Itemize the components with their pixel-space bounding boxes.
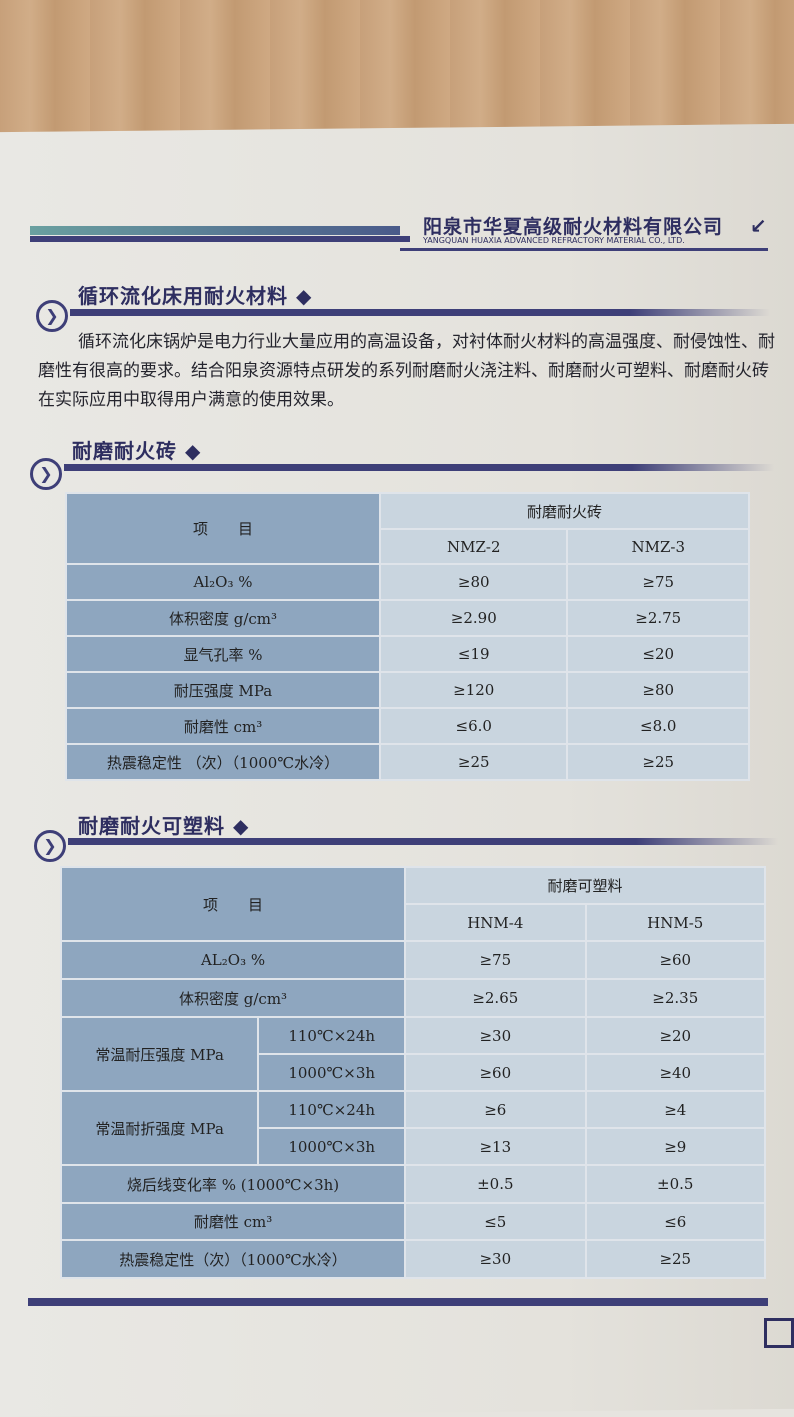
table-cell: ≤8.0 <box>566 707 750 745</box>
chevron-right-icon: ❯ <box>30 458 62 490</box>
table-row: 1000℃×3h ≥60 ≥40 <box>61 1053 767 1092</box>
company-name-en: YANGQUAN HUAXIA ADVANCED REFRACTORY MATE… <box>423 236 685 245</box>
group-header: 耐磨耐火砖 <box>379 492 750 530</box>
column-header: NMZ-2 <box>379 528 569 565</box>
section-title: 循环流化床用耐火材料 ◆ <box>78 284 313 308</box>
table-cell: ≥30 <box>404 1016 587 1055</box>
table-cell: ≥2.75 <box>566 599 750 637</box>
table-row: 常温耐折强度 MPa 110℃×24h ≥6 ≥4 <box>59 1090 767 1166</box>
table-cell: ≥2.90 <box>379 599 569 637</box>
table-cell: AL₂O₃ % <box>59 940 407 980</box>
table-row: 显气孔率 % ≤19 ≤20 <box>64 635 750 673</box>
table-cell: 体积密度 g/cm³ <box>64 599 382 637</box>
table-cell: ≥75 <box>404 940 587 980</box>
column-header: HNM-4 <box>404 903 587 942</box>
table-cell: ≥120 <box>379 671 569 709</box>
table-row: Al₂O₃ % ≥80 ≥75 <box>64 563 750 601</box>
table-row: 热震稳定性（次）（1000℃水冷） ≥30 ≥25 <box>59 1239 767 1279</box>
section-line <box>70 309 770 316</box>
table-cell: ≥13 <box>404 1127 587 1166</box>
wood-background <box>0 0 794 135</box>
item-header: 项 目 <box>59 866 407 942</box>
section-title: 耐磨耐火砖 ◆ <box>72 439 202 463</box>
table-cell: ≤6.0 <box>379 707 569 745</box>
corner-arrow-icon: ↙ <box>750 214 767 238</box>
table-cell: ≤6 <box>584 1202 767 1241</box>
table-cell: 体积密度 g/cm³ <box>59 978 407 1018</box>
company-name: 阳泉市华夏高级耐火材料有限公司 <box>423 216 724 238</box>
group-header: 耐磨可塑料 <box>404 866 766 905</box>
table-row: 热震稳定性 （次）（1000℃水冷） ≥25 ≥25 <box>64 743 750 781</box>
table-cell: ≥30 <box>404 1239 587 1279</box>
table-row: 耐磨性 cm³ ≤5 ≤6 <box>59 1202 767 1241</box>
section-line <box>68 838 778 845</box>
item-header: 项 目 <box>64 492 382 565</box>
chevron-right-icon: ❯ <box>36 300 68 332</box>
header-stripe <box>30 226 400 235</box>
footer-line <box>28 1298 768 1306</box>
table-row: 耐磨性 cm³ ≤6.0 ≤8.0 <box>64 707 750 745</box>
header-line <box>400 248 768 251</box>
table-row: 常温耐压强度 MPa 110℃×24h ≥30 ≥20 <box>59 1016 767 1092</box>
table-cell: ≥40 <box>584 1053 767 1092</box>
table-cell: 显气孔率 % <box>64 635 382 673</box>
table-cell: 常温耐压强度 MPa <box>59 1016 260 1092</box>
table-row: 烧后线变化率 % (1000℃×3h) ±0.5 ±0.5 <box>59 1164 767 1204</box>
table-row: 耐压强度 MPa ≥120 ≥80 <box>64 671 750 709</box>
table-cell: 烧后线变化率 % (1000℃×3h) <box>59 1164 407 1204</box>
table-cell: 110℃×24h <box>257 1090 407 1129</box>
table-cell: ≤5 <box>404 1202 587 1241</box>
plastic-table: 项 目耐磨可塑料 HNM-4 HNM-5 AL₂O₃ % ≥75 ≥60 体积密度 g… <box>59 866 767 1279</box>
table-cell: 耐压强度 MPa <box>64 671 382 709</box>
column-header: NMZ-3 <box>566 528 750 565</box>
table-cell: ≥25 <box>584 1239 767 1279</box>
table-cell: 1000℃×3h <box>257 1127 407 1166</box>
table-cell: ≥80 <box>379 563 569 601</box>
section-line <box>64 464 774 471</box>
table-cell: ≥9 <box>584 1127 767 1166</box>
table-cell: Al₂O₃ % <box>64 563 382 601</box>
table-cell: ≥60 <box>404 1053 587 1092</box>
table-cell: 110℃×24h <box>257 1016 407 1055</box>
table-cell: ≥2.35 <box>584 978 767 1018</box>
table-cell: ≥75 <box>566 563 750 601</box>
header-stripe <box>30 236 410 242</box>
table-cell: ≥6 <box>404 1090 587 1129</box>
table-cell: ≤19 <box>379 635 569 673</box>
table-cell: ±0.5 <box>584 1164 767 1204</box>
table-cell: 耐磨性 cm³ <box>64 707 382 745</box>
table-cell: ≥4 <box>584 1090 767 1129</box>
intro-paragraph: 循环流化床锅炉是电力行业大量应用的高温设备，对衬体耐火材料的高温强度、耐侵蚀性、… <box>38 332 775 410</box>
table-cell: 耐磨性 cm³ <box>59 1202 407 1241</box>
table-cell: 热震稳定性（次）（1000℃水冷） <box>59 1239 407 1279</box>
table-cell: ≤20 <box>566 635 750 673</box>
table-row: AL₂O₃ % ≥75 ≥60 <box>59 940 767 980</box>
section-title: 耐磨耐火可塑料 ◆ <box>78 814 250 838</box>
table-row: 体积密度 g/cm³ ≥2.90 ≥2.75 <box>64 599 750 637</box>
column-header: HNM-5 <box>584 903 767 942</box>
table-cell: ≥20 <box>584 1016 767 1055</box>
table-cell: 常温耐折强度 MPa <box>59 1090 260 1166</box>
table-cell: 1000℃×3h <box>257 1053 407 1092</box>
table-cell: ±0.5 <box>404 1164 587 1204</box>
table-cell: ≥60 <box>584 940 767 980</box>
table-row: 1000℃×3h ≥13 ≥9 <box>61 1127 767 1166</box>
chevron-right-icon: ❯ <box>34 830 66 862</box>
table-cell: 热震稳定性 （次）（1000℃水冷） <box>64 743 382 781</box>
table-cell: ≥2.65 <box>404 978 587 1018</box>
corner-square-decoration <box>764 1318 794 1348</box>
table-cell: ≥80 <box>566 671 750 709</box>
table-cell: ≥25 <box>566 743 750 781</box>
table-row: 体积密度 g/cm³ ≥2.65 ≥2.35 <box>59 978 767 1018</box>
table-cell: ≥25 <box>379 743 569 781</box>
brick-table: 项 目耐磨耐火砖 NMZ-2 NMZ-3 Al₂O₃ % ≥80 ≥75 体积密度 g… <box>64 492 750 781</box>
